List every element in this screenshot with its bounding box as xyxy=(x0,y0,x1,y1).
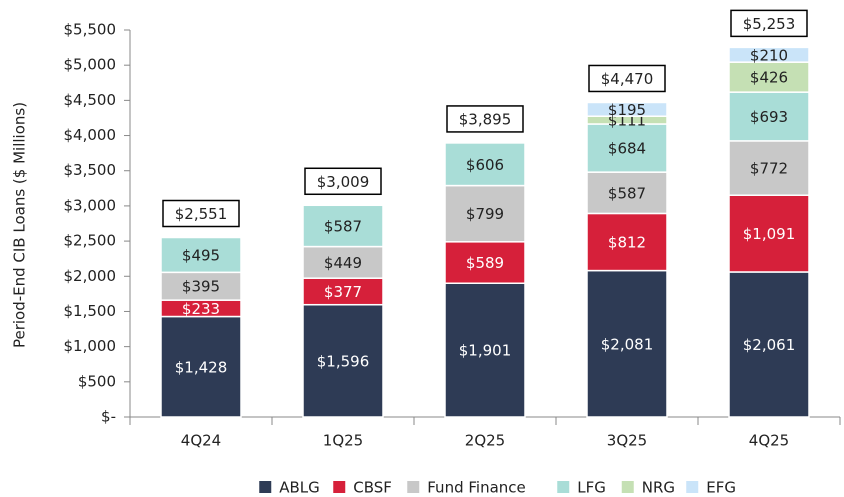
value-label: $799 xyxy=(466,205,504,223)
bar-segment xyxy=(160,236,242,274)
value-label: $587 xyxy=(324,217,362,235)
bar-segment xyxy=(728,46,810,63)
value-label: $449 xyxy=(324,254,362,272)
x-tick-label: 1Q25 xyxy=(323,432,363,450)
x-tick-label: 4Q24 xyxy=(181,432,221,450)
y-tick-label: $500 xyxy=(78,372,116,390)
x-tick-label: 2Q25 xyxy=(465,432,505,450)
value-label: $1,428 xyxy=(175,358,228,376)
bar-segment xyxy=(444,142,526,187)
bar-segment xyxy=(302,277,384,306)
value-label: $195 xyxy=(608,101,646,119)
value-label: $377 xyxy=(324,283,362,301)
bar-segment xyxy=(302,245,384,279)
x-tick-label: 4Q25 xyxy=(749,432,789,450)
value-label: $1,901 xyxy=(459,342,512,360)
value-label: $587 xyxy=(608,184,646,202)
y-tick-label: $4,500 xyxy=(64,91,117,109)
y-tick-label: $3,000 xyxy=(64,196,117,214)
legend-label: EFG xyxy=(706,479,736,497)
legend-swatch xyxy=(407,481,420,493)
legend-swatch xyxy=(686,481,699,493)
value-label: $1,596 xyxy=(317,352,370,370)
legend-swatch xyxy=(333,481,346,493)
legend-swatch xyxy=(259,481,272,493)
value-label: $210 xyxy=(750,46,788,64)
y-tick-label: $3,500 xyxy=(64,161,117,179)
total-label: $4,470 xyxy=(601,70,654,88)
legend-swatch xyxy=(557,481,570,493)
y-tick-label: $2,500 xyxy=(64,232,117,250)
total-label: $5,253 xyxy=(743,15,796,33)
y-tick-label: $1,500 xyxy=(64,302,117,320)
value-label: $684 xyxy=(608,140,646,158)
legend-swatch xyxy=(621,481,634,493)
total-box xyxy=(304,167,382,196)
y-tick-label: $5,500 xyxy=(64,21,117,39)
bar-segment xyxy=(728,61,810,93)
value-label: $395 xyxy=(182,278,220,296)
legend-label: ABLG xyxy=(279,479,320,497)
legend-label: NRG xyxy=(642,479,675,497)
y-axis-label: Period-End CIB Loans ($ Millions) xyxy=(11,102,29,348)
legend-label: LFG xyxy=(577,479,606,497)
value-label: $2,061 xyxy=(743,336,796,354)
total-label: $2,551 xyxy=(175,205,228,223)
bar-segment xyxy=(728,271,810,418)
bar-segment xyxy=(302,303,384,418)
bar-segment xyxy=(586,101,668,117)
value-label: $772 xyxy=(750,160,788,178)
y-tick-label: $2,000 xyxy=(64,267,117,285)
y-tick-label: $5,000 xyxy=(64,56,117,74)
bar-segment xyxy=(160,271,242,301)
total-box xyxy=(588,64,666,93)
legend-label: CBSF xyxy=(353,479,392,497)
bar-segment xyxy=(728,91,810,142)
bar-segment xyxy=(728,140,810,196)
value-label: $426 xyxy=(750,69,788,87)
value-label: $1,091 xyxy=(743,225,796,243)
legend-label: Fund Finance xyxy=(427,479,526,497)
total-label: $3,009 xyxy=(317,173,370,191)
value-label: $495 xyxy=(182,246,220,264)
total-box xyxy=(162,199,240,228)
x-tick-label: 3Q25 xyxy=(607,432,647,450)
value-label: $606 xyxy=(466,156,504,174)
value-label: $589 xyxy=(466,254,504,272)
value-label: $693 xyxy=(750,108,788,126)
bar-segment xyxy=(444,282,526,418)
total-box xyxy=(730,9,808,38)
y-tick-label: $4,000 xyxy=(64,126,117,144)
value-label: $2,081 xyxy=(601,335,654,353)
y-tick-label: $1,000 xyxy=(64,337,117,355)
y-tick-label: $- xyxy=(101,408,116,426)
value-label: $233 xyxy=(182,300,220,318)
value-label: $812 xyxy=(608,234,646,252)
bar-segment xyxy=(302,204,384,248)
total-label: $3,895 xyxy=(459,110,512,128)
total-box xyxy=(446,105,524,133)
bar-segment xyxy=(728,194,810,273)
bar-segment xyxy=(160,315,242,418)
